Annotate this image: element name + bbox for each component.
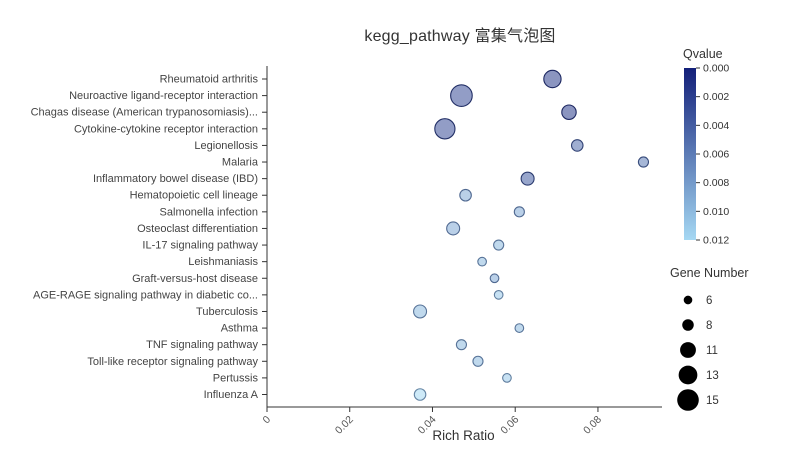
y-axis-label: Chagas disease (American trypanosomiasis… xyxy=(31,107,258,119)
y-axis-label: Influenza A xyxy=(204,389,259,401)
bubble[interactable] xyxy=(446,221,461,236)
bubble[interactable] xyxy=(459,188,472,202)
gene-number-legend-title: Gene Number xyxy=(670,266,749,280)
y-axis-label: Toll-like receptor signaling pathway xyxy=(87,356,258,368)
y-axis-label: AGE-RAGE signaling pathway in diabetic c… xyxy=(33,289,258,301)
bubble[interactable] xyxy=(637,156,650,168)
bubble[interactable] xyxy=(543,69,562,89)
legend-size-label: 6 xyxy=(706,295,712,307)
qvalue-colorbar xyxy=(684,68,696,240)
bubble[interactable] xyxy=(450,84,473,107)
bubble[interactable] xyxy=(502,373,512,383)
y-axis-label: Inflammatory bowel disease (IBD) xyxy=(93,173,258,185)
bubble[interactable] xyxy=(477,256,487,267)
legend-size-circle xyxy=(682,319,694,331)
x-tick-label: 0.02 xyxy=(333,414,356,437)
legend-size-circle xyxy=(683,295,693,305)
legend-size-circle xyxy=(677,389,699,411)
y-axis-label: Salmonella infection xyxy=(160,206,258,218)
bubble[interactable] xyxy=(493,239,505,251)
y-axis-label: Graft-versus-host disease xyxy=(132,273,258,285)
bubble[interactable] xyxy=(489,273,500,284)
legend-size-label: 13 xyxy=(706,370,719,382)
legend-size-label: 15 xyxy=(706,395,719,407)
y-axis-label: TNF signaling pathway xyxy=(146,339,258,351)
y-axis-label: Neuroactive ligand-receptor interaction xyxy=(69,90,258,102)
x-tick-label: 0 xyxy=(261,414,274,427)
colorbar-tick-label: 0.004 xyxy=(703,120,729,132)
legend-size-label: 11 xyxy=(706,345,718,357)
colorbar-tick-label: 0.010 xyxy=(703,206,729,218)
bubble[interactable] xyxy=(520,171,535,186)
y-axis-label: Hematopoietic cell lineage xyxy=(130,190,258,202)
y-axis-label: IL-17 signaling pathway xyxy=(142,240,258,252)
bubble[interactable] xyxy=(493,289,504,300)
y-axis-label: Rheumatoid arthritis xyxy=(160,74,259,86)
legend-size-label: 8 xyxy=(706,320,712,332)
bubble[interactable] xyxy=(434,118,456,140)
colorbar-tick-label: 0.002 xyxy=(703,91,729,103)
colorbar-tick-label: 0.012 xyxy=(703,235,729,247)
bubble[interactable] xyxy=(513,206,525,218)
bubble[interactable] xyxy=(570,139,584,152)
legend-size-circle xyxy=(680,342,696,358)
x-axis-title: Rich Ratio xyxy=(432,428,494,443)
bubble[interactable] xyxy=(561,104,577,120)
chart-title: kegg_pathway 富集气泡图 xyxy=(364,28,556,45)
y-axis-label: Tuberculosis xyxy=(196,306,258,318)
bubble[interactable] xyxy=(472,355,484,367)
colorbar-tick-label: 0.008 xyxy=(703,177,729,189)
colorbar-tick-label: 0.000 xyxy=(703,63,729,75)
legend-size-circle xyxy=(678,365,698,385)
y-axis-label: Malaria xyxy=(222,157,259,169)
bubble[interactable] xyxy=(413,388,427,401)
y-axis-label: Osteoclast differentiation xyxy=(137,223,258,235)
bubble[interactable] xyxy=(413,304,428,319)
y-axis-label: Legionellosis xyxy=(194,140,258,152)
colorbar-tick-label: 0.006 xyxy=(703,149,729,161)
bubble[interactable] xyxy=(455,339,468,351)
x-tick-label: 0.08 xyxy=(581,414,604,437)
qvalue-legend-title: Qvalue xyxy=(683,47,723,61)
y-axis-label: Asthma xyxy=(221,323,259,335)
y-axis-label: Cytokine-cytokine receptor interaction xyxy=(74,123,258,135)
x-tick-label: 0.06 xyxy=(498,414,521,437)
y-axis-label: Pertussis xyxy=(213,372,259,384)
y-axis-label: Leishmaniasis xyxy=(188,256,258,268)
bubble[interactable] xyxy=(514,323,525,333)
